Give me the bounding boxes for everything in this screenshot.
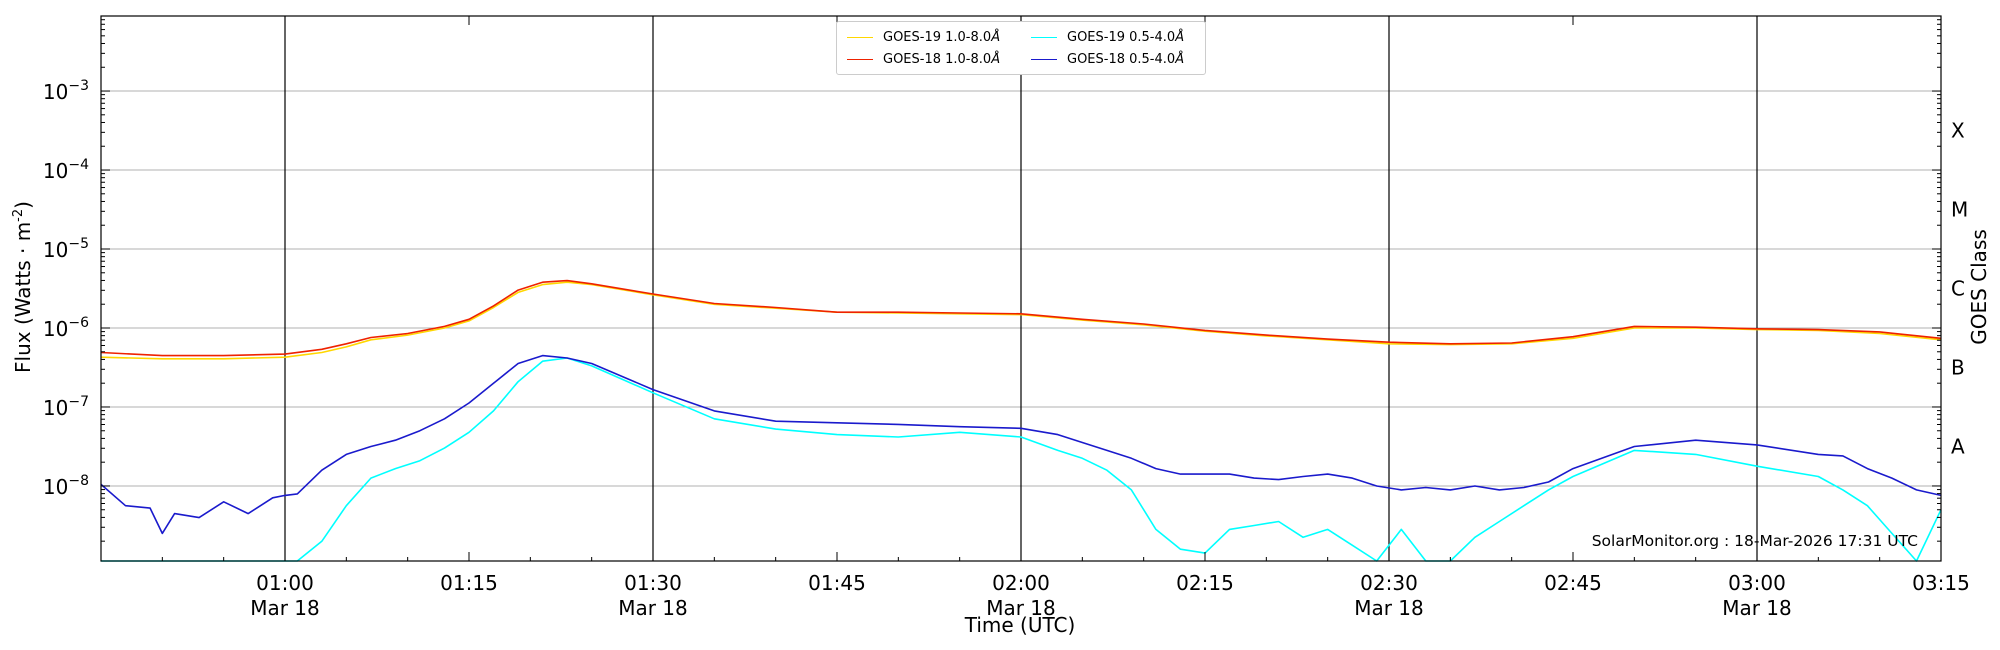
goes-class-c: C	[1951, 277, 1965, 301]
y-tick-exponent: −4	[68, 157, 89, 173]
legend-unit: Å	[991, 51, 1001, 67]
y-tick-label: 10−4	[43, 157, 89, 183]
x-tick-label: 01:30	[624, 571, 682, 595]
series-line-3	[100, 354, 1942, 535]
y-tick-base: 10	[43, 80, 68, 104]
goes-class-axis-label: GOES Class	[1967, 229, 1991, 345]
x-axis-label: Time (UTC)	[964, 613, 1076, 637]
x-tick-date-label: Mar 18	[986, 596, 1056, 620]
goes-class-a: A	[1951, 434, 1965, 458]
legend: GOES-19 1.0-8.0 Å GOES-18 1.0-8.0 Å GOES-1…	[836, 21, 1206, 75]
y-tick-base: 10	[43, 238, 68, 262]
legend-item-goes19-long: GOES-19 1.0-8.0 Å	[847, 28, 1000, 46]
date-boundary-lines	[284, 16, 1758, 561]
y-tick-label: 10−5	[43, 236, 89, 262]
legend-label: GOES-19 0.5-4.0	[1067, 29, 1176, 45]
goes-class-x: X	[1951, 119, 1965, 143]
x-tick-date-label: Mar 18	[1354, 596, 1424, 620]
y-tick-base: 10	[43, 159, 68, 183]
y-tick-label: 10−8	[43, 473, 89, 499]
y-tick-labels: 10−810−710−610−510−410−3	[43, 78, 89, 499]
legend-unit: Å	[1175, 51, 1185, 67]
y-tick-label: 10−6	[43, 315, 89, 341]
x-tick-label: 02:45	[1544, 571, 1602, 595]
x-tick-date-label: Mar 18	[1722, 596, 1792, 620]
legend-label: GOES-19 1.0-8.0	[883, 29, 992, 45]
legend-item-goes19-short: GOES-19 0.5-4.0 Å	[1031, 28, 1184, 46]
legend-label: GOES-18 1.0-8.0	[883, 51, 992, 67]
legend-unit: Å	[991, 29, 1001, 45]
y-tick-exponent: −6	[68, 315, 89, 331]
legend-swatch	[847, 36, 873, 38]
x-tick-date-label: Mar 18	[250, 596, 320, 620]
legend-label: GOES-18 0.5-4.0	[1067, 51, 1176, 67]
x-tick-label: 01:00	[256, 571, 314, 595]
y-tick-exponent: −5	[68, 236, 89, 252]
credit-text: SolarMonitor.org : 18-Mar-2026 17:31 UTC	[1591, 532, 1918, 550]
axis-ticks	[101, 16, 1942, 561]
legend-unit: Å	[1175, 29, 1185, 45]
y-axis-label-close: )	[11, 201, 35, 209]
x-tick-label: 02:30	[1360, 571, 1418, 595]
x-tick-date-label: Mar 18	[618, 596, 688, 620]
y-axis-label-sup: -2	[11, 209, 26, 222]
legend-item-goes18-short: GOES-18 0.5-4.0 Å	[1031, 50, 1184, 68]
x-tick-label: 01:15	[440, 571, 498, 595]
y-axis-label-main: Flux (Watts · m	[11, 222, 35, 373]
y-tick-exponent: −3	[68, 78, 89, 94]
series-line-2	[101, 357, 1942, 562]
y-tick-base: 10	[43, 317, 68, 341]
y-tick-exponent: −8	[68, 473, 89, 489]
y-tick-label: 10−7	[43, 394, 89, 420]
goes-class-m: M	[1951, 198, 1968, 222]
y-tick-label: 10−3	[43, 78, 89, 104]
y-tick-base: 10	[43, 475, 68, 499]
series-lines	[100, 279, 1942, 562]
legend-swatch	[847, 58, 873, 60]
legend-swatch	[1031, 58, 1057, 60]
x-tick-label: 01:45	[808, 571, 866, 595]
legend-swatch	[1031, 36, 1057, 38]
y-tick-exponent: −7	[68, 394, 89, 410]
x-tick-label: 02:15	[1176, 571, 1234, 595]
x-tick-label: 03:15	[1912, 571, 1970, 595]
series-line-1	[100, 279, 1942, 357]
x-tick-label: 02:00	[992, 571, 1050, 595]
legend-item-goes18-long: GOES-18 1.0-8.0 Å	[847, 50, 1000, 68]
y-tick-base: 10	[43, 396, 68, 420]
goes-class-labels: A B C M X	[1951, 119, 1968, 459]
x-tick-label: 03:00	[1728, 571, 1786, 595]
goes-class-b: B	[1951, 355, 1965, 379]
y-axis-label: Flux (Watts · m-2)	[11, 201, 35, 373]
